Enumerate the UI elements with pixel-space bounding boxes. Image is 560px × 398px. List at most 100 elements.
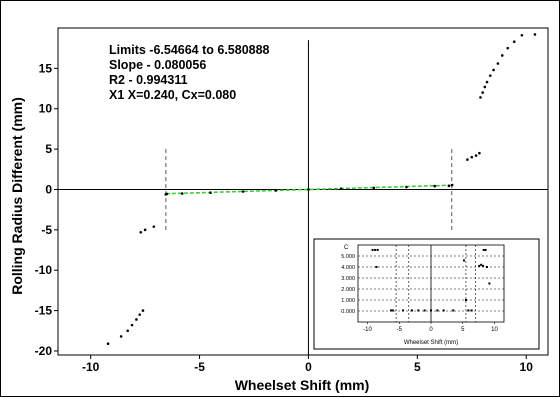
- data-point-19: [405, 185, 408, 189]
- data-point-7: [139, 230, 143, 234]
- x-tick-label-1: -5: [194, 360, 205, 374]
- inset-data-point-16: [467, 309, 470, 312]
- data-point-20: [433, 184, 437, 188]
- data-point-12: [180, 192, 184, 195]
- x-tick-label-4: 10: [520, 360, 534, 374]
- inset-data-point-5: [391, 309, 394, 312]
- data-point-27: [479, 96, 482, 99]
- y-tick-label-1: -15: [35, 304, 53, 318]
- inset-y-tick-label-2: 2.000: [341, 287, 355, 293]
- data-point-31: [488, 74, 492, 77]
- data-point-33: [496, 62, 500, 65]
- inset-data-point-22: [482, 248, 485, 251]
- data-point-32: [492, 68, 495, 72]
- data-point-0: [106, 342, 110, 345]
- y-tick-label-5: 5: [45, 142, 52, 156]
- data-point-18: [372, 186, 376, 190]
- data-point-4: [135, 318, 138, 321]
- inset-data-point-8: [417, 309, 420, 312]
- inset-data-point-1: [374, 248, 377, 251]
- y-tick-label-0: -20: [35, 344, 53, 358]
- plot-area: [57, 27, 549, 356]
- inset-data-point-18: [478, 264, 481, 267]
- inset-data-point-9: [423, 309, 426, 312]
- inset-data-point-6: [402, 309, 405, 312]
- inset-frame: [313, 238, 540, 350]
- y-tick-label-3: -5: [41, 223, 52, 237]
- inset-y-tick-label-4: 4.000: [341, 265, 355, 271]
- inset-data-point-4: [390, 309, 393, 312]
- x-tick-label-3: 5: [414, 360, 421, 374]
- data-point-22: [450, 183, 454, 187]
- inset-x-tick-label-3: 5: [461, 327, 465, 333]
- inset-data-point-14: [463, 259, 466, 262]
- data-point-1: [119, 335, 123, 338]
- data-point-28: [481, 91, 484, 94]
- inset-data-point-13: [452, 309, 455, 312]
- y-axis-title: Rolling Radius Different (mm): [9, 97, 25, 295]
- data-point-15: [274, 189, 278, 192]
- data-point-16: [307, 188, 310, 191]
- inset-data-point-10: [430, 309, 432, 312]
- data-point-9: [152, 225, 156, 228]
- y-tick-label-4: 0: [45, 182, 52, 196]
- data-point-2: [126, 329, 129, 333]
- inset-data-point-19: [480, 263, 483, 266]
- annotation-limits: Limits -6.54664 to 6.580888: [109, 43, 270, 57]
- data-point-34: [500, 54, 504, 57]
- data-point-3: [130, 323, 134, 327]
- data-point-25: [474, 154, 478, 157]
- inset-data-point-11: [436, 309, 439, 312]
- data-point-35: [506, 46, 510, 50]
- inset-y-axis-title: C: [344, 245, 349, 251]
- data-point-21: [447, 184, 451, 188]
- inset-data-point-21: [485, 266, 488, 268]
- inset-data-point-12: [442, 309, 445, 312]
- inset-data-point-7: [410, 309, 413, 312]
- data-point-36: [512, 40, 516, 44]
- data-point-6: [141, 309, 145, 312]
- data-point-11: [165, 192, 169, 196]
- inset-data-point-23: [484, 248, 487, 251]
- data-point-13: [209, 191, 212, 195]
- data-point-26: [478, 151, 481, 155]
- inset-data-point-2: [376, 248, 379, 251]
- y-tick-label-6: 10: [39, 102, 53, 116]
- data-point-37: [520, 33, 524, 37]
- inset-x-axis-title: Wheelset Shift (mm): [404, 340, 458, 346]
- data-point-24: [470, 155, 474, 159]
- inset-x-tick-label-4: 10: [491, 327, 498, 333]
- data-point-5: [138, 313, 141, 316]
- data-point-8: [143, 228, 147, 232]
- inset-chart: 0.000 1.000 2.000 3.000 4.000 5.000 -10 -5 0 5 10: [313, 238, 540, 350]
- inset-data-point-17: [470, 309, 473, 312]
- x-axis-title: Wheelset Shift (mm): [235, 377, 370, 393]
- y-tick-label-2: -10: [35, 263, 53, 277]
- y-tick-label-7: 15: [39, 61, 53, 75]
- inset-data-point-3: [375, 266, 378, 268]
- inset-x-tick-label-0: -10: [363, 327, 372, 333]
- inset-x-tick-label-2: 0: [429, 327, 433, 333]
- inset-data-point-24: [488, 282, 491, 285]
- inset-y-tick-label-0: 0.000: [341, 309, 355, 315]
- inset-y-tick-label-1: 1.000: [341, 298, 355, 304]
- inset-data-point-15: [464, 299, 467, 301]
- inset-y-tick-label-3: 3.000: [341, 276, 355, 282]
- data-point-38: [533, 33, 537, 36]
- x-tick-label-0: -10: [82, 360, 100, 374]
- data-point-30: [485, 80, 489, 84]
- annotation-slope: Slope - 0.080056: [109, 58, 206, 72]
- data-point-29: [483, 85, 487, 89]
- inset-y-tick-label-5: 5.000: [341, 254, 355, 260]
- annotation-x1: X1 X=0.240, Cx=0.080: [109, 88, 236, 102]
- data-point-23: [466, 158, 469, 161]
- inset-data-point-0: [371, 248, 374, 251]
- inset-data-point-20: [482, 264, 485, 267]
- annotation-r2: R2 - 0.994311: [109, 73, 188, 87]
- x-tick-label-2: 0: [305, 360, 312, 374]
- data-point-17: [339, 187, 343, 190]
- data-point-14: [241, 190, 245, 193]
- inset-x-tick-label-1: -5: [397, 327, 403, 333]
